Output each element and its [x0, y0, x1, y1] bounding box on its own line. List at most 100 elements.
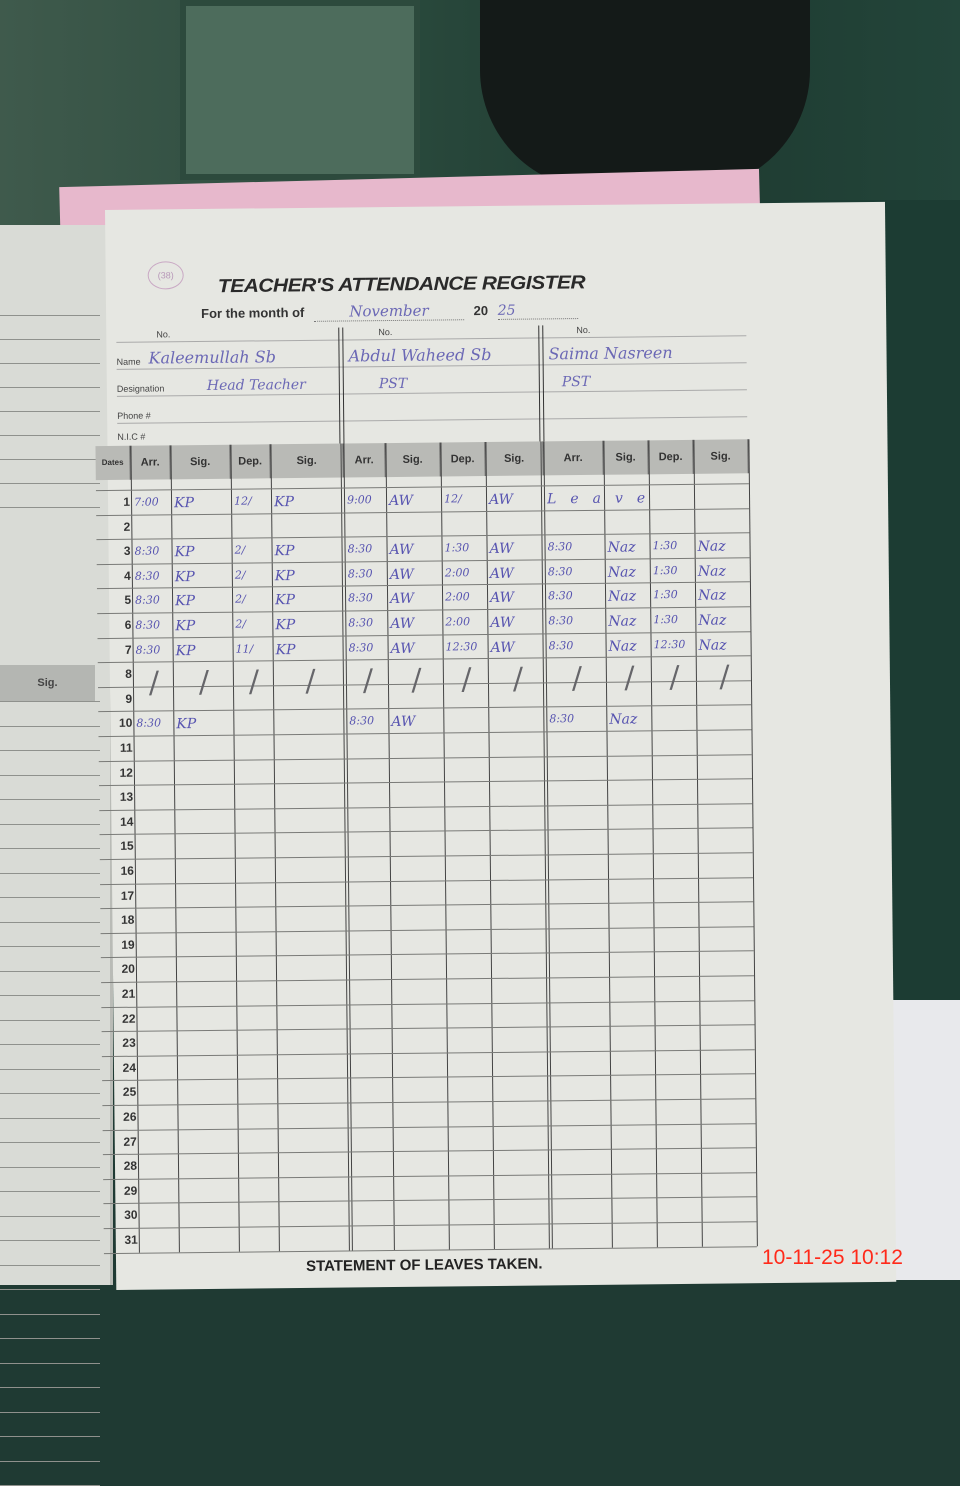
signature: AW — [388, 492, 414, 510]
column-line — [603, 440, 613, 1248]
signature: AW — [488, 491, 514, 508]
designation-label: Designation — [116, 383, 165, 394]
date-13: 13 — [119, 789, 134, 805]
signature: AW — [389, 541, 414, 559]
date-27: 27 — [123, 1134, 137, 1149]
signature: Naz — [607, 564, 636, 581]
signature: AW — [489, 565, 514, 582]
row-line — [103, 1172, 757, 1180]
ruled-line — [0, 823, 100, 825]
signature: AW — [390, 640, 415, 657]
column-line — [648, 440, 658, 1247]
signature: KP — [175, 618, 196, 635]
strike-mark: / — [669, 660, 680, 696]
ruled-line — [0, 1019, 100, 1021]
ruled-line — [0, 435, 100, 436]
departure-time: 1:30 — [652, 563, 678, 578]
row-line — [102, 1098, 756, 1107]
signature: AW — [490, 614, 515, 631]
arrival-time: 8:30 — [547, 564, 573, 579]
ruled-line — [0, 897, 100, 898]
date-4: 4 — [124, 568, 131, 583]
date-10: 10 — [118, 716, 133, 731]
arrival-time: 8:30 — [547, 540, 573, 554]
departure-time: 12/ — [443, 492, 462, 506]
row-line — [98, 704, 752, 713]
row-line — [101, 975, 755, 984]
strike-mark: / — [198, 665, 210, 701]
column-line — [385, 443, 395, 1250]
column-header-sig: Sig. — [603, 440, 649, 475]
signature: KP — [274, 567, 295, 585]
departure-time: 12:30 — [653, 637, 686, 651]
signature: KP — [174, 544, 195, 561]
ruled-line — [0, 799, 100, 800]
date-11: 11 — [119, 740, 133, 755]
date-6: 6 — [124, 617, 132, 632]
row-line — [102, 1073, 756, 1082]
date-25: 25 — [122, 1085, 137, 1100]
column-line — [440, 442, 450, 1250]
teacher-2-designation: PST — [378, 375, 408, 393]
departure-time: 2:00 — [445, 590, 470, 604]
page-title: TEACHER'S ATTENDANCE REGISTER — [217, 272, 586, 297]
row-line — [100, 950, 754, 959]
ruled-line — [0, 1387, 100, 1388]
arrival-time: 8:30 — [134, 569, 160, 583]
signature: AW — [489, 540, 514, 558]
ruled-line — [0, 1191, 100, 1192]
date-23: 23 — [122, 1035, 136, 1051]
signature: Naz — [697, 538, 726, 556]
name-label: Name — [116, 356, 141, 367]
strike-mark: / — [148, 665, 160, 701]
signature: Naz — [697, 587, 727, 605]
date-8: 8 — [125, 666, 132, 682]
departure-time: 1:30 — [653, 613, 679, 627]
strike-mark: / — [305, 664, 316, 700]
arrival-time: 8:30 — [348, 591, 373, 605]
ruled-line — [0, 1044, 100, 1045]
date-24: 24 — [122, 1060, 137, 1075]
departure-time: 1:30 — [652, 588, 678, 602]
date-2: 2 — [123, 519, 131, 534]
ruled-line — [0, 921, 100, 923]
date-29: 29 — [123, 1183, 138, 1198]
arrival-time: 8:30 — [347, 542, 373, 556]
departure-time: 2:00 — [444, 565, 470, 580]
ruled-line — [0, 459, 100, 460]
no-label: No. — [378, 326, 393, 338]
column-line — [485, 442, 495, 1249]
departure-time: 12/ — [233, 494, 252, 508]
row-line — [102, 1122, 756, 1131]
arrival-time: 8:30 — [548, 589, 573, 603]
row-line — [103, 1221, 757, 1230]
departure-time: 2/ — [234, 543, 246, 557]
arrival-time: 8:30 — [135, 643, 161, 657]
ruled-line — [0, 701, 100, 702]
month-value: November — [313, 301, 465, 322]
signature: Naz — [607, 539, 636, 556]
departure-time: 12:30 — [445, 639, 478, 654]
row-line — [101, 1049, 755, 1057]
column-header-sig: Sig. — [385, 442, 441, 478]
signature: AW — [390, 591, 415, 608]
ruled-line — [0, 872, 100, 874]
ruled-line — [0, 315, 100, 316]
signature: Naz — [697, 563, 726, 580]
left-sig-header: Sig. — [0, 665, 95, 701]
row-line — [99, 778, 752, 787]
row-line — [96, 532, 750, 541]
strike-mark: / — [624, 660, 635, 696]
date-30: 30 — [124, 1208, 138, 1223]
date-12: 12 — [119, 765, 133, 780]
row-line — [102, 1147, 756, 1156]
ruled-line — [0, 1289, 100, 1290]
signature: KP — [175, 642, 196, 659]
left-page: Sig. — [0, 225, 113, 1486]
no-label: No. — [576, 324, 591, 336]
arrival-time: 7:00 — [133, 495, 159, 509]
signature: KP — [174, 568, 195, 586]
departure-time: 11/ — [235, 642, 254, 656]
column-line — [270, 444, 280, 1251]
month-line: For the month of November 20 25 — [201, 300, 578, 323]
